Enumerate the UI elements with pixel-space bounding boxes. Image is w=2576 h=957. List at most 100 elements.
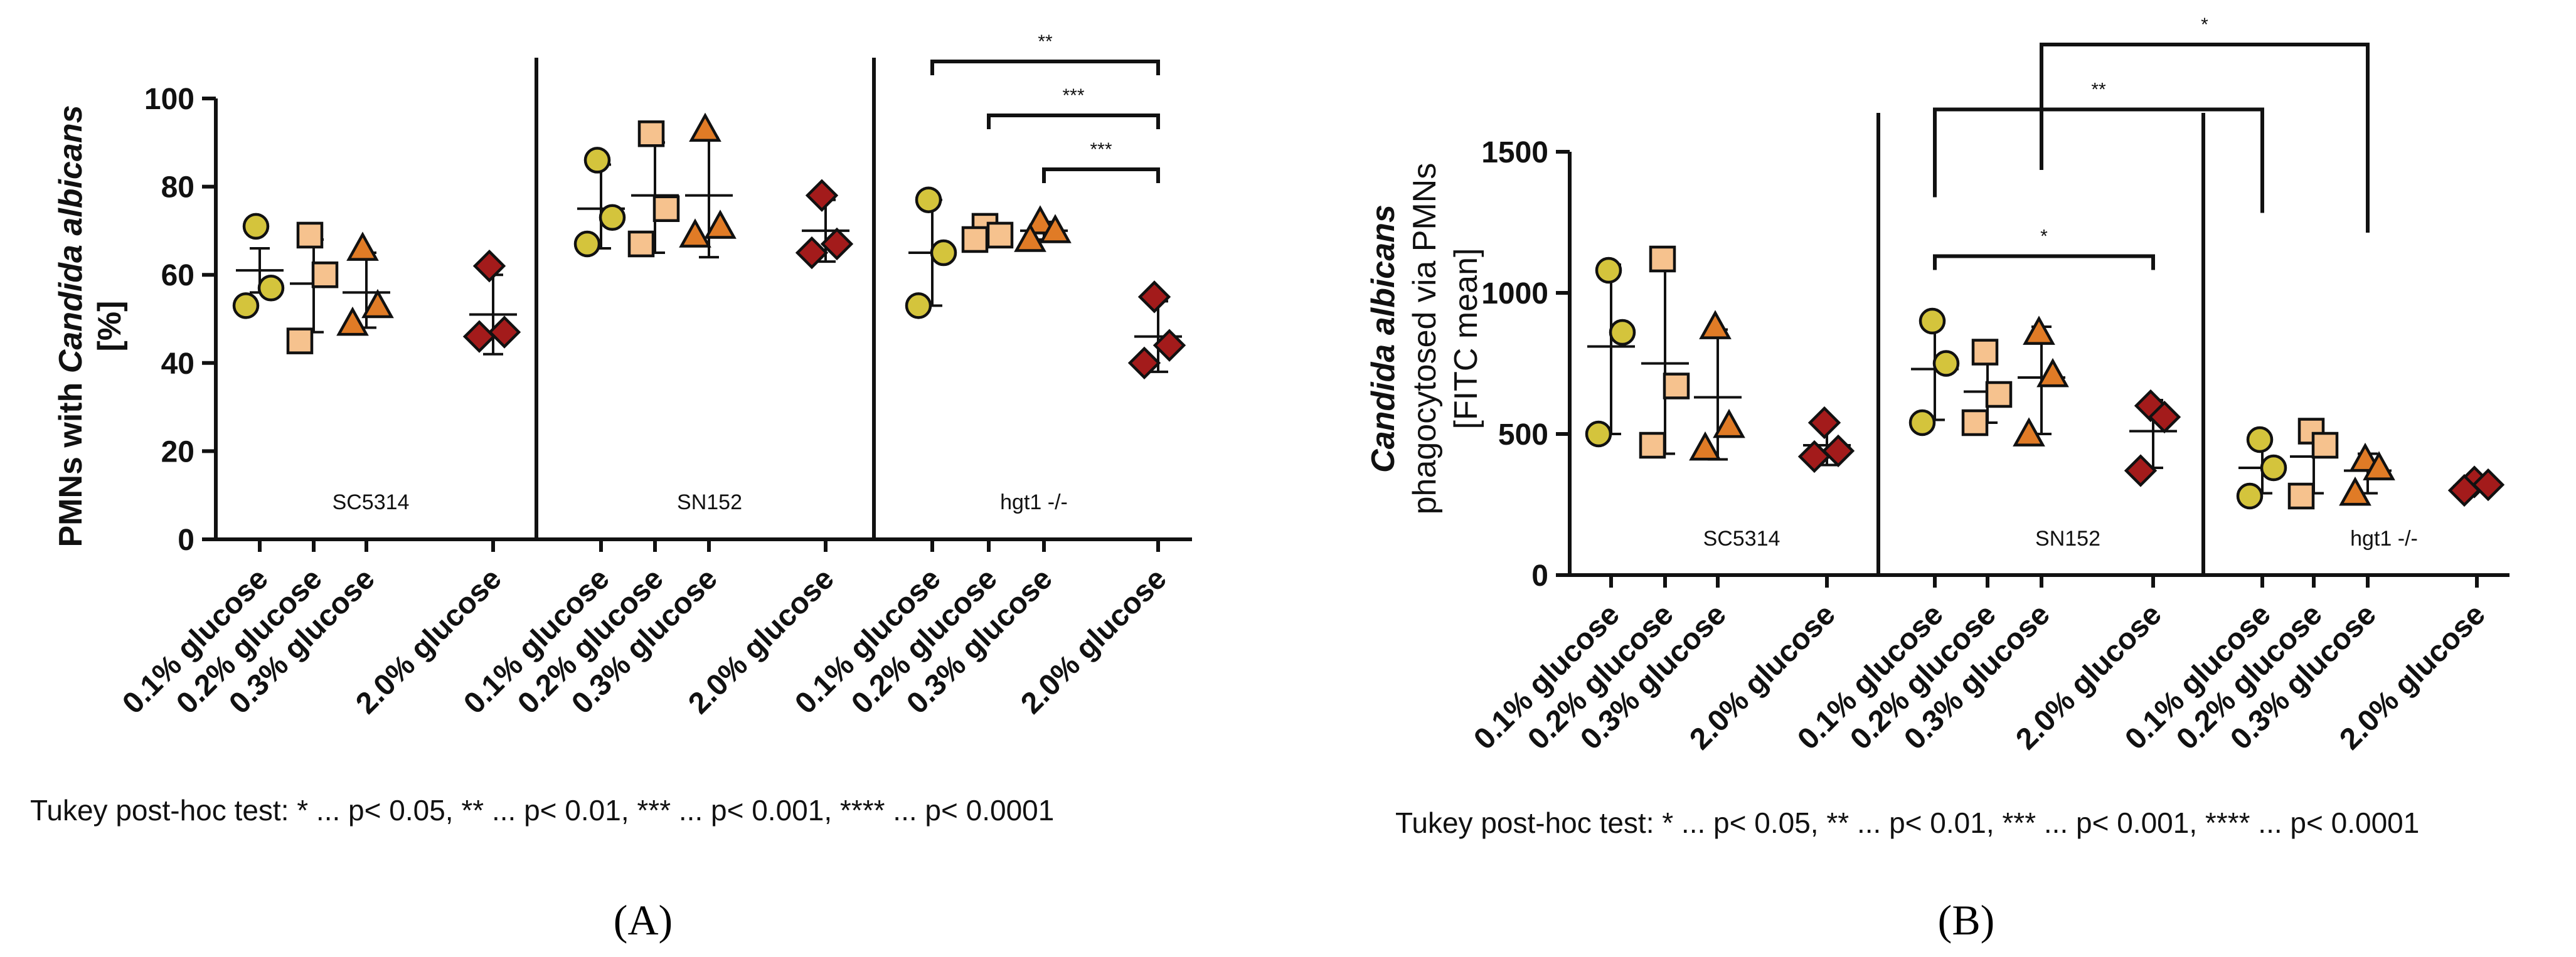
undefined-y-axis-title-part1: PMNs with <box>53 373 89 547</box>
undefined-sn152-0-2-glucose-point-1 <box>637 120 665 147</box>
undefined-sn152-0-3-glucose-point-3 <box>2013 417 2045 447</box>
undefined-sn152-2-0-glucose-point-3 <box>2124 454 2158 487</box>
undefined-sn152-0-2-glucose-point-3 <box>627 230 655 258</box>
undefined-significance-bracket-1 <box>930 60 1160 75</box>
undefined-sc5314-0-3-glucose-point-3 <box>1689 431 1722 461</box>
undefined-sc5314-0-3-glucose-point-2 <box>1713 408 1745 438</box>
undefined-significance-bracket-3 <box>2040 43 2370 233</box>
panel-b-footnote: Tukey post-hoc test: * ... p< 0.05, ** .… <box>1395 806 2419 839</box>
panel-b-label: (B) <box>1938 896 1995 944</box>
undefined-significance-bracket-2 <box>1933 107 2264 213</box>
undefined-group-label-sc5314: SC5314 <box>1703 527 1780 551</box>
undefined-y-tick-label-500: 500 <box>1498 418 1548 452</box>
undefined-group-label-sn152: SN152 <box>2035 527 2100 551</box>
undefined-y-axis-title-part1: Candida albicans <box>1365 204 1402 473</box>
undefined-hgt1-0-1-glucose-point-3 <box>2236 482 2264 510</box>
undefined-sn152-0-3-glucose-point-2 <box>2036 357 2069 388</box>
undefined-sc5314-0-2-glucose-point-1 <box>1649 245 1676 273</box>
undefined-sc5314-2-0-glucose-point-2 <box>487 315 521 349</box>
undefined-sn152-0-1-glucose-point-1 <box>583 147 611 174</box>
undefined-hgt1-0-2-glucose-point-2 <box>2311 431 2339 459</box>
undefined-hgt1-2-0-glucose-point-2 <box>2471 468 2505 502</box>
undefined-sn152-0-2-glucose-point-3 <box>1961 409 1989 436</box>
undefined-hgt1-0-1-glucose-point-1 <box>2246 426 2274 453</box>
undefined-y-tick-label-20: 20 <box>161 435 194 468</box>
undefined-sc5314-0-1-glucose-point-1 <box>1595 256 1622 284</box>
undefined-y-axis-title-line3: [FITC mean] <box>1448 248 1484 430</box>
undefined-hgt1-0-1-glucose-point-2 <box>2260 454 2287 482</box>
undefined-y-tick-label-1000: 1000 <box>1481 277 1548 310</box>
undefined-significance-bracket-2 <box>987 114 1160 129</box>
undefined-sn152-2-0-glucose-point-2 <box>820 227 854 261</box>
undefined-hgt1-2-0-glucose-point-1 <box>1137 280 1171 314</box>
undefined-sc5314-0-3-glucose-point-2 <box>361 288 394 319</box>
undefined-hgt1-0-3-glucose-point-3 <box>2339 476 2371 506</box>
undefined-sc5314-0-2-glucose-point-2 <box>311 261 339 288</box>
undefined-sc5314-2-0-glucose-point-3 <box>462 320 496 353</box>
undefined-sc5314-2-0-glucose-point-2 <box>1821 434 1855 468</box>
undefined-hgt1-0-1-glucose-point-2 <box>930 239 957 267</box>
undefined-sn152-2-0-glucose-point-2 <box>2148 400 2181 434</box>
undefined-y-tick-label-0: 0 <box>1531 559 1548 593</box>
undefined-y-tick-label-1500: 1500 <box>1481 136 1548 169</box>
undefined-hgt1-0-1-glucose-point-3 <box>905 292 932 319</box>
undefined-hgt1-0-3-glucose-point-2 <box>1039 214 1072 243</box>
undefined-significance-label-1: * <box>2040 226 2048 247</box>
undefined-sc5314-0-1-glucose-point-2 <box>1609 319 1636 346</box>
undefined-sc5314-0-1-glucose-point-3 <box>1585 420 1612 448</box>
undefined-sn152-0-2-glucose-point-2 <box>1985 381 2013 408</box>
undefined-sc5314-0-2-glucose-point-3 <box>1639 431 1666 459</box>
undefined-hgt1-0-2-glucose-point-3 <box>961 226 989 253</box>
undefined-significance-bracket-3 <box>1042 167 1160 183</box>
undefined-hgt1-0-1-glucose-point-1 <box>915 186 942 213</box>
undefined-hgt1-0-2-glucose-point-3 <box>2287 482 2315 510</box>
undefined-significance-bracket-1 <box>1933 254 2155 270</box>
undefined-sc5314-0-3-glucose-point-1 <box>346 231 379 261</box>
undefined-hgt1-2-0-glucose-point-2 <box>1152 329 1186 362</box>
undefined-y-tick-label-40: 40 <box>161 347 194 381</box>
undefined-y-tick-label-60: 60 <box>161 259 194 292</box>
undefined-y-tick-label-80: 80 <box>161 171 194 204</box>
undefined-hgt1-0-2-glucose-point-2 <box>986 221 1014 249</box>
undefined-hgt1-2-0-glucose-point-3 <box>2447 473 2481 507</box>
undefined-sn152-2-0-glucose-point-3 <box>795 236 829 270</box>
panel-a-footnote: Tukey post-hoc test: * ... p< 0.05, ** .… <box>30 794 1054 827</box>
undefined-hgt1-0-2-glucose-point-1 <box>2297 418 2325 445</box>
undefined-sc5314-0-1-glucose-point-1 <box>242 213 270 240</box>
panel-b-chart: 0 500 1000 1500 Candida albicans phagocytosed… <box>1365 14 2509 756</box>
undefined-y-axis-title-line2: [%] <box>92 301 128 352</box>
undefined-group-label-sn152: SN152 <box>677 490 742 514</box>
undefined-y-tick-label-100: 100 <box>144 83 194 116</box>
undefined-sn152-0-3-glucose-point-1 <box>2023 315 2055 345</box>
undefined-sn152-0-1-glucose-point-2 <box>1932 350 1960 377</box>
undefined-y-axis-title-part2: Candida albicans <box>53 105 89 373</box>
undefined-sn152-0-1-glucose-point-1 <box>1919 307 1946 335</box>
undefined-significance-label-3: *** <box>1090 139 1112 160</box>
undefined-significance-label-1: ** <box>1038 31 1053 52</box>
undefined-hgt1-0-3-glucose-point-3 <box>1014 223 1046 252</box>
undefined-sc5314-2-0-glucose-point-1 <box>1807 406 1841 440</box>
undefined-sn152-0-1-glucose-point-2 <box>599 204 626 231</box>
undefined-sc5314-0-3-glucose-point-1 <box>1699 310 1732 339</box>
undefined-y-tick-label-0: 0 <box>178 524 194 557</box>
undefined-sc5314-0-2-glucose-point-3 <box>286 327 314 354</box>
undefined-sn152-0-2-glucose-point-2 <box>652 195 680 222</box>
undefined-significance-label-2: *** <box>1062 85 1084 106</box>
undefined-significance-label-3: * <box>2201 14 2208 35</box>
undefined-sc5314-0-1-glucose-point-3 <box>232 292 260 319</box>
undefined-sn152-0-3-glucose-point-1 <box>689 112 721 142</box>
undefined-sn152-0-2-glucose-point-1 <box>1971 339 1999 366</box>
undefined-sn152-0-3-glucose-point-3 <box>679 218 711 248</box>
undefined-sn152-0-1-glucose-point-3 <box>573 230 601 258</box>
undefined-group-label-hgt1: hgt1 -/- <box>2350 527 2418 551</box>
undefined-hgt1-2-0-glucose-point-3 <box>1127 346 1161 379</box>
undefined-significance-label-2: ** <box>2091 80 2106 100</box>
undefined-sc5314-0-1-glucose-point-2 <box>257 275 285 302</box>
undefined-sc5314-0-2-glucose-point-1 <box>296 221 324 249</box>
undefined-sc5314-2-0-glucose-point-1 <box>472 249 506 283</box>
undefined-sc5314-2-0-glucose-point-3 <box>1797 440 1831 473</box>
undefined-sn152-2-0-glucose-point-1 <box>805 179 839 212</box>
undefined-sn152-0-3-glucose-point-2 <box>704 209 737 239</box>
undefined-sn152-0-1-glucose-point-3 <box>1908 409 1936 436</box>
